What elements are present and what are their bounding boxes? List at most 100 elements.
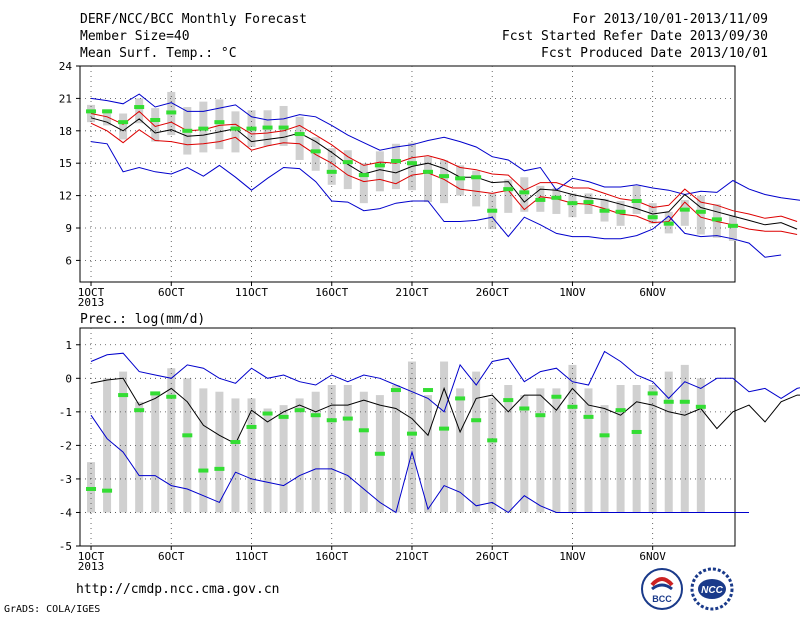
xtick-label-0-0-0: 1OCT [78,286,105,299]
median-0-15 [326,169,337,174]
box-0-24 [472,170,481,207]
median-0-0 [86,109,97,114]
xtick-label-0-0-1: 2013 [78,296,105,309]
median-0-37 [679,207,690,212]
median-0-34 [631,199,642,203]
xtick-label-0-4-0: 21OCT [395,286,428,299]
box-1-37 [680,364,689,513]
median-1-27 [519,406,530,411]
box-1-27 [520,395,529,513]
median-0-4 [150,118,161,122]
median-1-19 [390,388,401,393]
median-1-24 [471,418,482,423]
box-1-20 [407,361,416,513]
box-1-29 [552,388,561,513]
box-0-4 [151,108,160,142]
box-1-26 [504,385,513,513]
median-0-38 [695,209,706,214]
box-1-10 [247,398,256,513]
median-1-22 [439,426,450,431]
ytick-label-1-3: -2 [59,439,72,452]
header-left-line3: Mean Surf. Temp.: °C [80,46,237,61]
xtick-label-1-3-0: 16OCT [315,550,348,563]
series-mean-1 [90,377,800,445]
panel-frame-0 [79,65,736,283]
header-left-line2: Member Size=40 [80,29,190,44]
ytick-label-1-5: 0 [65,372,72,385]
ytick-label-1-2: -3 [59,473,72,486]
box-0-40 [728,216,737,241]
median-1-33 [615,408,626,413]
box-0-21 [424,156,433,203]
box-1-9 [231,398,240,513]
ytick-label-0-1: 9 [65,222,72,235]
prec-panel-title: Prec.: log(mm/d) [80,312,206,327]
ytick-label-0-5: 21 [59,92,72,105]
xtick-label-0-7-0: 6NOV [639,286,666,299]
xtick-label-1-7-0: 6NOV [639,550,666,563]
xtick-label-1-1-0: 6OCT [158,550,185,563]
box-1-17 [359,391,368,513]
box-1-28 [536,388,545,513]
median-0-5 [166,110,177,115]
xtick-label-1-2-0: 11OCT [235,550,268,563]
median-0-9 [230,126,241,131]
median-0-14 [310,149,321,154]
series-upper-0 [90,110,798,222]
median-0-29 [551,195,562,200]
median-0-39 [711,217,722,222]
box-0-27 [520,177,529,212]
header-right-line1: For 2013/10/01-2013/11/09 [572,12,768,27]
box-0-30 [568,193,577,218]
box-1-7 [199,388,208,513]
footer-url[interactable]: http://cmdp.ncc.cma.gov.cn [76,582,280,597]
median-1-13 [294,408,305,413]
median-0-11 [262,125,273,130]
xtick-label-0-5-0: 26OCT [476,286,509,299]
median-0-33 [615,209,626,214]
xtick-label-1-6-0: 1NOV [559,550,586,563]
median-0-18 [374,163,385,168]
box-0-23 [456,165,465,196]
ytick-label-1-4: -1 [59,406,72,419]
median-1-6 [182,433,193,438]
series-mean-0 [90,117,798,230]
box-1-4 [151,391,160,513]
median-0-25 [487,208,498,213]
median-0-6 [182,128,193,133]
median-1-1 [102,488,113,493]
ytick-label-0-6: 24 [59,60,73,73]
median-1-37 [679,399,690,404]
median-1-30 [567,404,578,409]
median-1-14 [310,413,321,418]
ytick-label-0-4: 18 [59,125,72,138]
series-min-0 [90,141,782,258]
box-1-34 [632,385,641,513]
median-1-10 [246,424,257,429]
box-0-22 [440,159,449,204]
median-0-2 [118,120,129,125]
box-1-12 [279,405,288,513]
median-1-16 [342,416,353,421]
median-1-11 [262,411,273,416]
bcc-logo: BCC [641,568,683,610]
median-0-26 [503,187,514,192]
median-1-20 [406,431,417,436]
box-1-16 [343,385,352,513]
median-1-18 [374,451,385,456]
median-1-15 [326,418,337,423]
box-0-35 [648,203,657,224]
median-0-3 [134,105,145,110]
median-0-16 [342,160,353,165]
box-0-16 [343,150,352,190]
box-1-24 [472,371,481,513]
box-1-32 [600,405,609,513]
median-0-27 [519,190,530,195]
box-0-2 [119,113,128,140]
median-0-12 [278,125,289,130]
box-1-33 [616,385,625,513]
median-0-20 [406,161,417,166]
median-0-40 [727,223,738,228]
box-0-17 [359,163,368,204]
median-1-9 [230,440,241,445]
